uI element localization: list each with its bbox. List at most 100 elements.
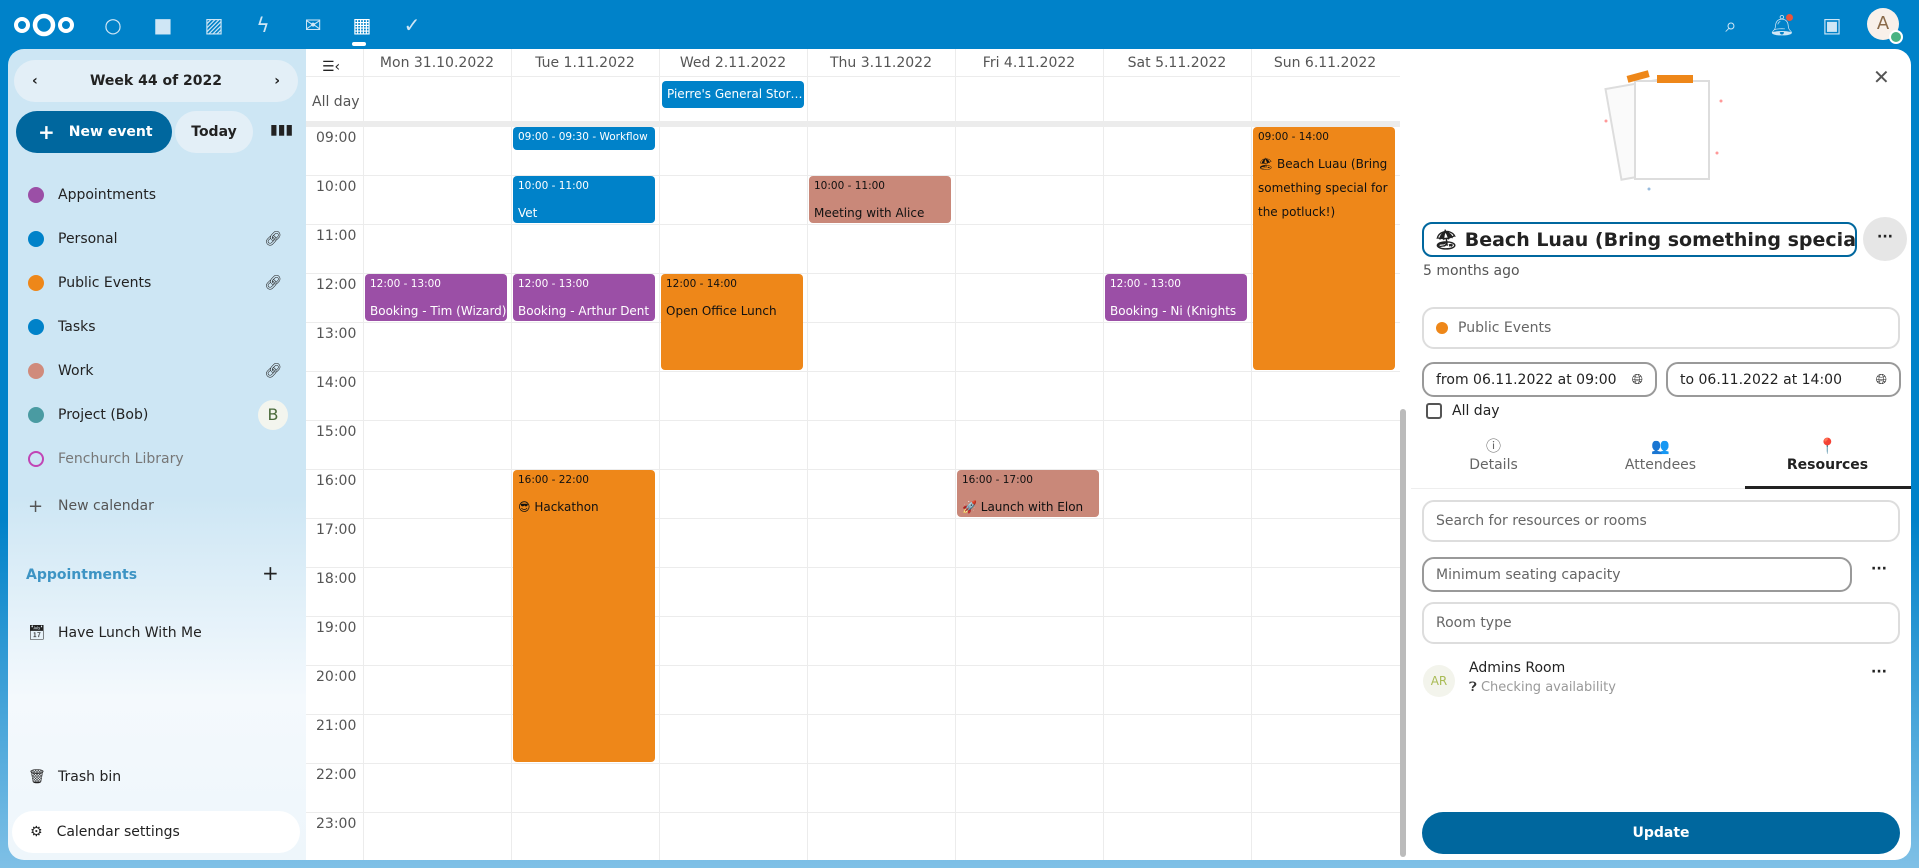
calendar-color-dot[interactable] [28,451,44,467]
photos-icon[interactable]: ▨ [204,13,224,37]
calendar-color-dot[interactable] [28,187,44,203]
globe-icon[interactable]: 🌐︎ [1875,371,1887,388]
close-icon[interactable]: ✕ [1873,65,1890,89]
calendar-icon[interactable]: ▦ [352,13,372,37]
tab-label: Resources [1786,457,1869,473]
hour-line [306,224,1400,225]
share-link-icon[interactable]: 🔗︎ [264,275,282,291]
filter-more-button[interactable]: ··· [1871,561,1887,577]
calendar-picker[interactable]: Public Events [1422,307,1900,349]
event-time: 09:00 - 14:00 [1258,131,1329,143]
event-title-input[interactable]: 🏖 Beach Luau (Bring something special fo… [1422,222,1857,257]
calendar-color-dot[interactable] [28,319,44,335]
resource-more-button[interactable]: ··· [1871,664,1887,680]
day-header[interactable]: Thu 3.11.2022 [830,55,932,71]
files-icon[interactable]: ■ [153,13,173,37]
globe-icon[interactable]: 🌐︎ [1631,371,1643,388]
calendar-event[interactable]: 09:00 - 09:30 - Workflow [513,127,655,150]
from-date-input[interactable]: from 06.11.2022 at 09:00 🌐︎ [1422,362,1657,397]
calendar-color-dot[interactable] [28,363,44,379]
event-title: Booking - Tim (Wizard) [370,303,507,318]
resource-search-input[interactable]: Search for resources or rooms [1422,500,1900,542]
mail-icon[interactable]: ✉ [304,13,322,37]
event-time: 12:00 - 13:00 [370,278,441,290]
trash-bin-button[interactable]: 🗑︎ Trash bin [8,757,298,797]
hour-label: 13:00 [316,326,357,342]
calendar-event[interactable]: 12:00 - 14:00 Open Office Lunch [661,274,803,370]
calendar-event[interactable]: 12:00 - 13:00 Booking - Arthur Dent [513,274,655,321]
appointments-header: Appointments [26,567,138,583]
day-header[interactable]: Wed 2.11.2022 [679,55,787,71]
calendar-event[interactable]: 12:00 - 13:00 Booking - Tim (Wizard) [365,274,507,321]
scrollbar[interactable] [1400,409,1406,857]
update-button[interactable]: Update [1422,812,1900,854]
avatar[interactable]: A [1867,8,1903,44]
calendar-color-dot[interactable] [28,275,44,291]
resource-item: AR Admins Room ❓︎ Checking availability … [1423,660,1903,702]
calendar-item[interactable]: Project (Bob) B [8,395,298,435]
calendar-color-dot[interactable] [28,231,44,247]
calendar-settings-button[interactable]: ⚙ Calendar settings [12,811,300,853]
share-link-icon[interactable]: 🔗︎ [264,231,282,247]
tab-details[interactable]: ⓘ Details [1411,435,1576,487]
calendar-item[interactable]: Tasks [8,307,298,347]
seating-capacity-input[interactable]: Minimum seating capacity [1422,557,1852,592]
tab-label: Details [1469,457,1518,473]
calendar-item[interactable]: Personal 🔗︎ [8,219,298,259]
column-divider [1103,49,1104,860]
notifications-bell-icon[interactable]: 🔔︎ [1769,13,1795,37]
share-link-icon[interactable]: 🔗︎ [264,363,282,379]
week-label: Week 44 of 2022 [89,73,223,89]
tasks-icon[interactable]: ✓ [403,13,421,37]
day-header[interactable]: Fri 4.11.2022 [982,55,1076,71]
appointment-item[interactable]: 📅︎ Have Lunch With Me [8,613,298,653]
view-columns-icon[interactable]: ▮▮▮ [270,122,294,138]
activity-icon[interactable]: ϟ [256,13,270,37]
calendar-event[interactable]: 16:00 - 17:00 🚀 Launch with Elon [957,470,1099,517]
calendar-event[interactable]: 09:00 - 14:00 🏖 Beach Luau (Bring somethi… [1253,127,1395,370]
add-appointment-button[interactable]: + [262,561,279,585]
calendar-event[interactable]: 10:00 - 11:00 Vet [513,176,655,223]
day-header[interactable]: Sun 6.11.2022 [1273,55,1377,71]
allday-event[interactable]: Pierre's General Stor… [662,81,804,108]
dashboard-icon[interactable]: ○ [104,13,122,37]
calendar-event[interactable]: 10:00 - 11:00 Meeting with Alice [809,176,951,223]
day-header[interactable]: Tue 1.11.2022 [535,55,635,71]
calendar-color-dot[interactable] [28,407,44,423]
calendar-item[interactable]: Work 🔗︎ [8,351,298,391]
hour-line [306,371,1400,372]
previous-week-button[interactable]: ‹ [32,73,38,89]
checkbox-box[interactable] [1426,403,1442,419]
collapse-sidebar-icon[interactable]: ☰‹ [322,59,341,75]
calendar-event[interactable]: 16:00 - 22:00 😎 Hackathon [513,470,655,762]
search-placeholder: Search for resources or rooms [1436,513,1647,529]
event-time: 16:00 - 17:00 [962,474,1033,486]
calendar-item[interactable]: Appointments [8,175,298,215]
top-bar: ○ ■ ▨ ϟ ✉ ▦ ✓ ⌕ 🔔︎ ▣ A [0,0,1919,49]
calendar-event[interactable]: 12:00 - 13:00 Booking - Ni (Knights [1105,274,1247,321]
hour-line [306,126,1400,127]
day-header[interactable]: Sat 5.11.2022 [1127,55,1227,71]
avatar-initial: A [1876,13,1890,34]
event-time: 09:00 - 09:30 - Workflow [518,131,648,143]
new-calendar-button[interactable]: + New calendar [8,486,298,526]
calendar-label: Work [58,363,94,379]
contacts-icon[interactable]: ▣ [1822,13,1842,37]
calendar-label: Appointments [58,187,157,203]
event-illustration [1601,61,1731,191]
nextcloud-logo[interactable] [13,12,75,38]
event-more-button[interactable]: ··· [1863,217,1907,261]
calendar-item[interactable]: Fenchurch Library [8,439,298,479]
all-day-checkbox[interactable]: All day [1426,403,1500,419]
today-button[interactable]: Today [175,111,253,153]
room-type-input[interactable]: Room type [1422,602,1900,644]
to-date-input[interactable]: to 06.11.2022 at 14:00 🌐︎ [1666,362,1901,397]
next-week-button[interactable]: › [274,73,280,89]
tab-attendees[interactable]: 👥 Attendees [1578,435,1743,487]
search-icon[interactable]: ⌕ [1725,13,1737,37]
calendar-item[interactable]: Public Events 🔗︎ [8,263,298,303]
tab-resources[interactable]: 📍 Resources [1745,435,1910,487]
day-header[interactable]: Mon 31.10.2022 [379,55,495,71]
new-event-button[interactable]: + New event [16,111,172,153]
status-online-icon [1889,30,1903,44]
